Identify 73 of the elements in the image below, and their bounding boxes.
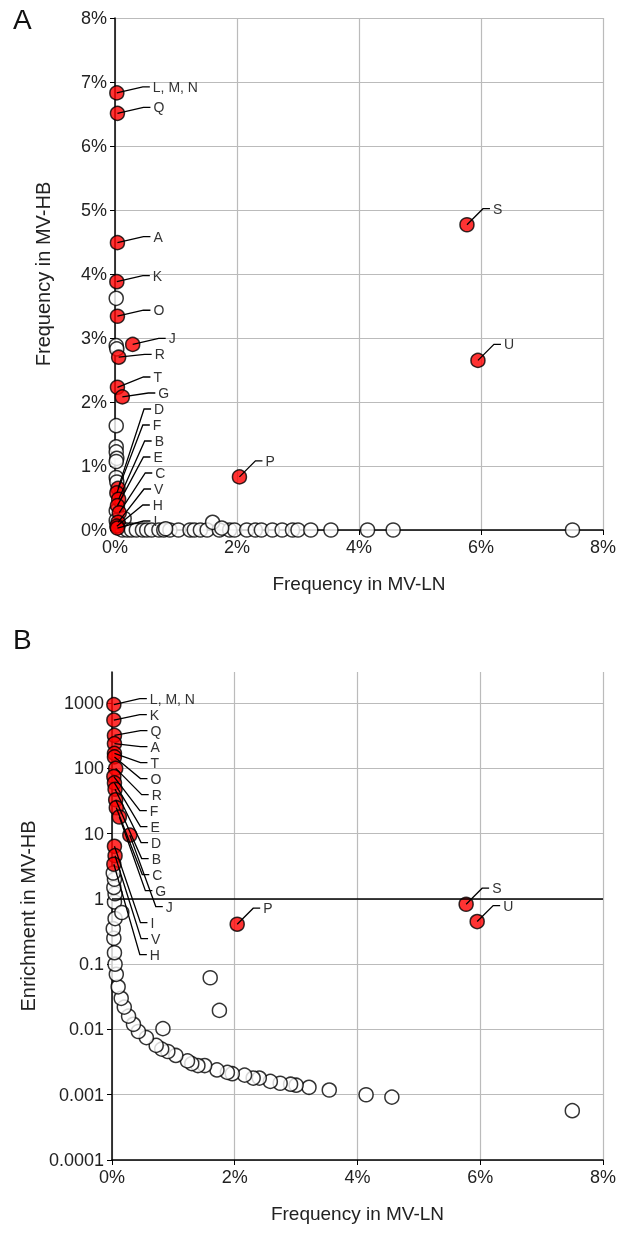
annotation: R xyxy=(151,786,162,803)
annotation: G xyxy=(155,882,167,899)
y-axis-title: Frequency in MV-HB xyxy=(32,181,54,367)
x-axis-title: Frequency in MV-LN xyxy=(272,573,446,594)
y-tick-label: 0.1 xyxy=(78,954,104,975)
annotation: S xyxy=(492,880,502,897)
y-tick-label: 0.001 xyxy=(58,1084,104,1105)
y-tick-label: 3% xyxy=(80,328,107,348)
x-tick-label: 6% xyxy=(467,537,494,557)
annotation: P xyxy=(263,900,273,917)
annotation: L, M, N xyxy=(152,78,198,95)
annotation: V xyxy=(154,481,165,497)
annotation: H xyxy=(152,497,163,513)
annotation: B xyxy=(154,433,164,449)
x-tick-label: 2% xyxy=(223,537,251,557)
annotation: O xyxy=(153,302,165,319)
annotation: K xyxy=(152,267,163,284)
annotation: D xyxy=(154,401,165,417)
x-tick-label: 2% xyxy=(221,1167,248,1187)
annotation: U xyxy=(503,897,514,914)
annotation: Q xyxy=(153,99,165,116)
x-tick-label: 8% xyxy=(589,537,616,557)
x-tick-label: 6% xyxy=(467,1167,494,1187)
y-tick-label: 1 xyxy=(93,888,104,909)
y-tick-label: 0% xyxy=(80,520,107,540)
annotation: F xyxy=(152,417,162,433)
annotation: P xyxy=(265,452,275,469)
y-tick-label: 4% xyxy=(80,264,107,284)
y-tick-label: 2% xyxy=(80,392,107,412)
annotation: J xyxy=(165,898,173,915)
chart-title: A xyxy=(13,3,32,35)
annotation: Q xyxy=(150,722,162,739)
y-tick-label: 100 xyxy=(73,758,104,779)
y-tick-label: 1% xyxy=(80,456,107,476)
annotation: B xyxy=(151,850,162,867)
y-tick-label: 6% xyxy=(80,136,107,156)
annotation: T xyxy=(150,754,160,771)
annotation: V xyxy=(151,930,162,947)
annotation: O xyxy=(150,770,162,787)
x-tick-label: 0% xyxy=(98,1167,126,1187)
annotation: K xyxy=(149,706,160,723)
x-axis-title: Frequency in MV-LN xyxy=(270,1203,445,1224)
annotation: S xyxy=(492,200,503,217)
annotation: A xyxy=(153,228,164,245)
annotation: H xyxy=(149,946,160,963)
annotation: L, M, N xyxy=(149,690,195,707)
y-tick-label: 5% xyxy=(80,200,107,220)
y-tick-label: 10 xyxy=(83,823,104,844)
annotation: R xyxy=(154,346,165,363)
annotation: J xyxy=(168,330,176,347)
annotation: A xyxy=(150,738,161,755)
y-tick-label: 1000 xyxy=(63,693,104,714)
x-tick-label: 4% xyxy=(345,537,372,557)
y-axis-title: Enrichment in MV-HB xyxy=(17,820,40,1012)
y-tick-label: 0.0001 xyxy=(48,1150,104,1170)
annotation: E xyxy=(150,818,160,835)
annotation: C xyxy=(155,465,166,481)
chart-title: B xyxy=(13,623,32,655)
annotation: I xyxy=(150,914,155,931)
y-tick-label: 7% xyxy=(80,72,107,92)
annotation: I xyxy=(153,513,158,529)
x-tick-label: 8% xyxy=(589,1167,616,1187)
annotation: G xyxy=(158,385,170,401)
y-tick-label: 0.01 xyxy=(68,1019,104,1040)
annotation: T xyxy=(153,369,163,385)
y-tick-label: 8% xyxy=(80,8,107,28)
x-tick-label: 0% xyxy=(101,537,129,557)
annotation: F xyxy=(149,802,159,819)
x-tick-label: 4% xyxy=(344,1167,371,1187)
annotation: C xyxy=(152,866,163,883)
annotation: E xyxy=(153,449,163,465)
annotation: D xyxy=(151,834,162,851)
annotation: U xyxy=(503,336,515,353)
